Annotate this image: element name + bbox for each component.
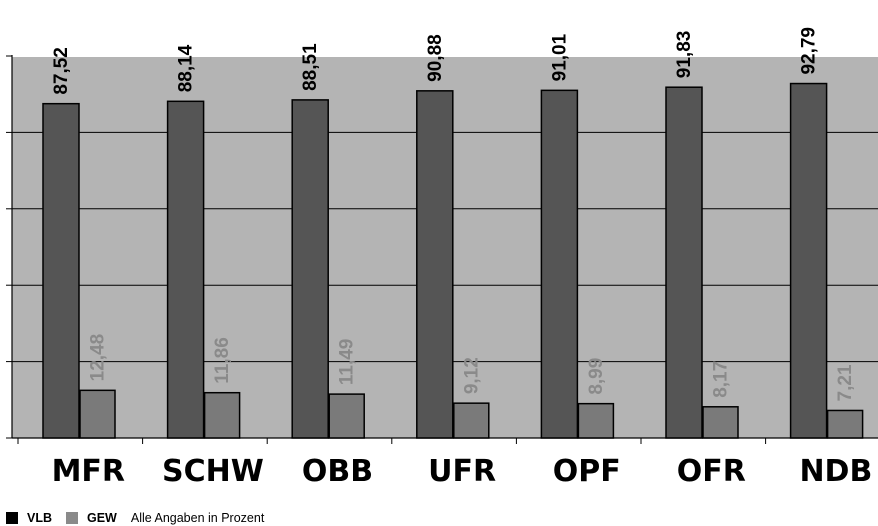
legend-swatch-vlb xyxy=(6,512,18,524)
legend: VLB GEW Alle Angaben in Prozent xyxy=(6,510,264,526)
category-label: UFR xyxy=(428,454,496,489)
bar-vlb xyxy=(789,82,828,439)
legend-note: Alle Angaben in Prozent xyxy=(130,511,265,525)
value-label-gew: 11,49 xyxy=(337,339,358,386)
value-label-vlb: 88,51 xyxy=(300,43,321,91)
value-label-vlb: 91,83 xyxy=(674,31,695,79)
value-label-vlb: 87,52 xyxy=(51,47,72,95)
category-label: MFR xyxy=(52,454,125,489)
value-labels: 87,52 12,48 88,14 11,86 88,51 11,49 90,88 9,12 9… xyxy=(51,27,856,401)
bar-gew xyxy=(577,402,615,439)
legend-label-vlb: VLB xyxy=(27,511,52,525)
bar-vlb xyxy=(540,89,579,439)
category-label: SCHW xyxy=(162,454,264,489)
category-labels: MFR SCHW OBB UFR OPF OFR NDB xyxy=(52,454,873,489)
bar-vlb xyxy=(416,90,454,439)
bar-gew xyxy=(702,406,739,439)
category-label: OFR xyxy=(677,454,746,489)
value-label-gew: 9,12 xyxy=(461,357,482,394)
bar-gew xyxy=(79,389,116,439)
value-label-vlb: 92,79 xyxy=(799,27,820,75)
value-label-gew: 11,86 xyxy=(212,337,233,384)
legend-label-gew: GEW xyxy=(87,511,117,525)
bar-gew xyxy=(453,402,490,439)
bar-gew xyxy=(203,391,241,439)
legend-item-gew: GEW xyxy=(66,511,117,525)
value-label-vlb: 90,88 xyxy=(425,34,446,82)
value-label-gew: 8,17 xyxy=(711,361,732,398)
value-label-gew: 7,21 xyxy=(835,364,856,401)
legend-item-vlb: VLB xyxy=(6,511,52,525)
category-label: OBB xyxy=(302,454,373,489)
bar-gew xyxy=(826,409,864,439)
bars xyxy=(42,82,864,439)
legend-swatch-gew xyxy=(66,512,78,524)
bar-vlb xyxy=(291,99,329,439)
bar-gew xyxy=(328,393,365,439)
bar-vlb xyxy=(166,100,205,439)
value-label-vlb: 88,14 xyxy=(176,44,197,92)
bar-vlb xyxy=(42,102,80,439)
value-label-gew: 12,48 xyxy=(88,334,109,382)
bar-vlb xyxy=(665,86,703,439)
category-label: OPF xyxy=(553,454,621,489)
value-label-vlb: 91,01 xyxy=(549,33,570,81)
value-label-gew: 8,99 xyxy=(586,358,607,395)
category-label: NDB xyxy=(799,454,872,489)
